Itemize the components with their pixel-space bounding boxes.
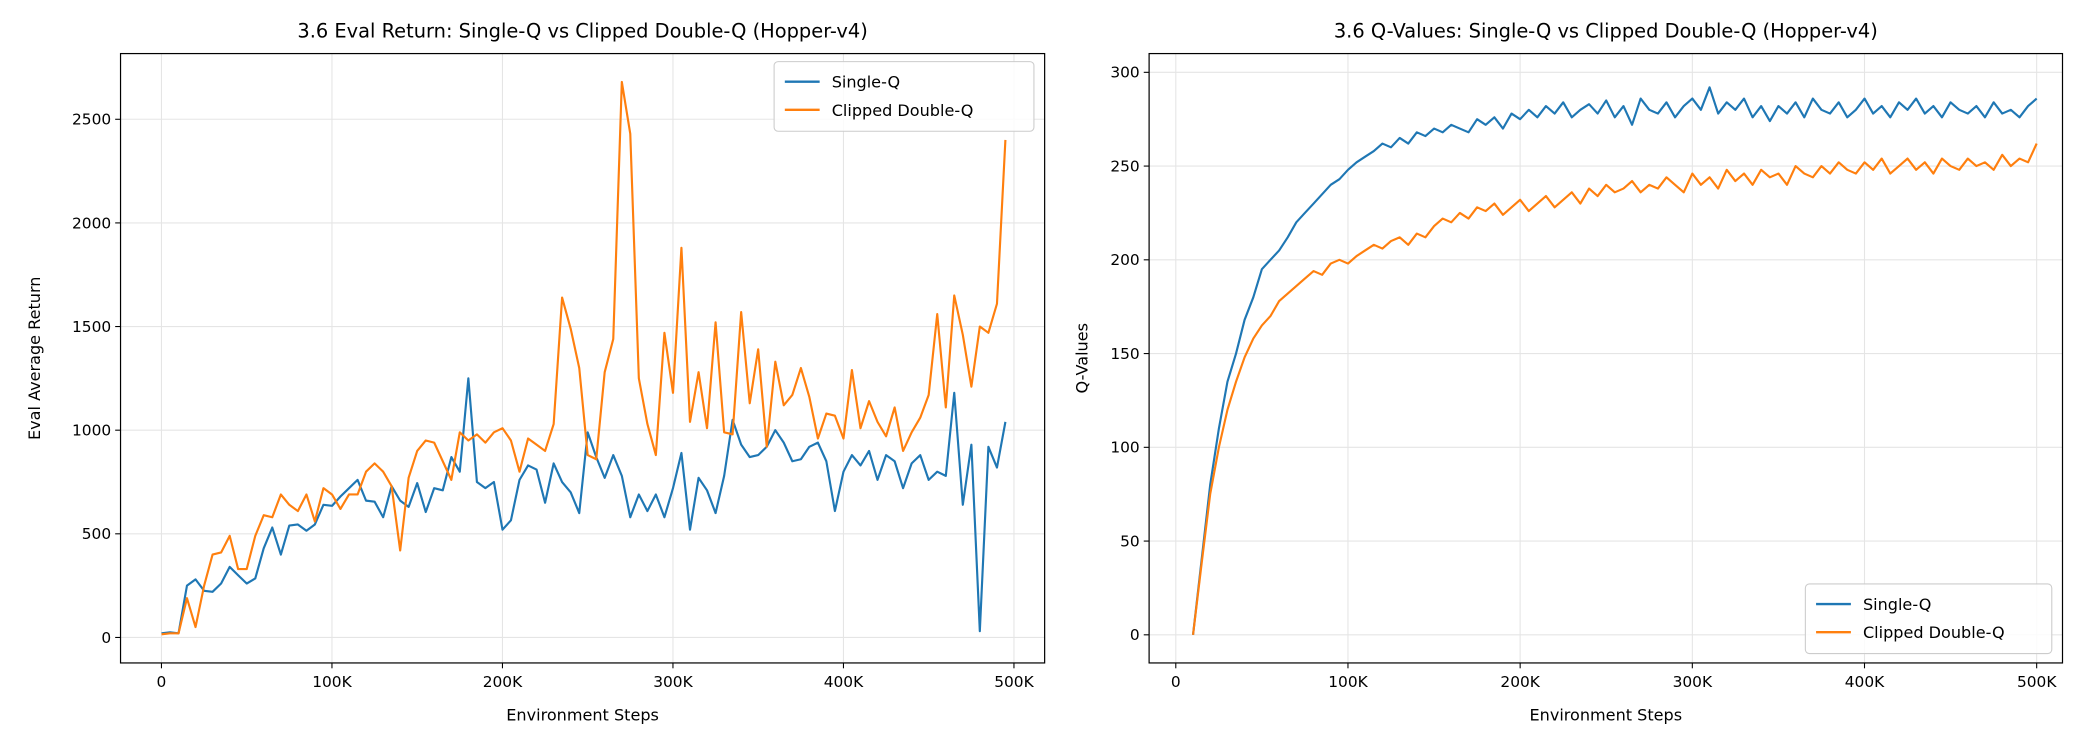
series-line-single-q — [1191, 86, 2038, 635]
x-axis-label: Environment Steps — [1529, 706, 1682, 725]
x-tick-label: 400K — [824, 673, 864, 691]
series-line-clipped-double-q — [161, 80, 1007, 636]
legend: Single-Q Clipped Double-Q — [773, 61, 1035, 132]
x-tick-label: 100K — [312, 673, 352, 691]
y-tick-label: 2500 — [72, 111, 111, 129]
y-axis-label: Q-Values — [1073, 323, 1092, 393]
axes-frame — [1148, 52, 2064, 664]
y-tick-label: 150 — [1110, 345, 1139, 363]
eval-return-chart: 0 100K 200K 300K 400K 500K 0 500 1000 1500 2000 250… — [25, 20, 1046, 725]
y-tick-label: 250 — [1110, 157, 1139, 175]
legend-label: Clipped Double-Q — [1863, 623, 2005, 642]
y-tick-label: 300 — [1110, 64, 1139, 82]
x-tick-label: 200K — [1500, 673, 1540, 691]
q-values-chart: 0 100K 200K 300K 400K 500K 0 50 100 150 200 250 300 3… — [1073, 20, 2064, 725]
legend-box — [1804, 583, 2053, 655]
x-tick-label: 500K — [2017, 673, 2057, 691]
x-tick-label: 0 — [157, 673, 167, 691]
series-line-single-q — [161, 377, 1007, 635]
legend-box — [773, 61, 1035, 132]
y-tick-label: 0 — [1130, 626, 1140, 644]
y-tick-label: 1500 — [72, 318, 111, 336]
y-tick-label: 200 — [1110, 251, 1139, 269]
x-tick-label: 100K — [1328, 673, 1368, 691]
legend-label: Clipped Double-Q — [832, 101, 974, 120]
legend: Single-Q Clipped Double-Q — [1804, 583, 2053, 655]
y-tick-label: 500 — [82, 525, 111, 543]
chart-title: 3.6 Eval Return: Single-Q vs Clipped Dou… — [297, 20, 867, 43]
x-tick-label: 200K — [483, 673, 523, 691]
legend-label: Single-Q — [1863, 595, 1931, 614]
x-tick-label: 300K — [653, 673, 693, 691]
x-tick-label: 400K — [1845, 673, 1885, 691]
y-tick-label: 1000 — [72, 422, 111, 440]
chart-title: 3.6 Q-Values: Single-Q vs Clipped Double… — [1334, 20, 1878, 43]
y-tick-label: 100 — [1110, 439, 1139, 457]
x-axis-label: Environment Steps — [506, 706, 659, 725]
series-line-clipped-double-q — [1191, 143, 2038, 635]
x-tick-label: 500K — [994, 673, 1034, 691]
y-tick-label: 50 — [1120, 532, 1140, 550]
x-tick-label: 0 — [1171, 673, 1181, 691]
axes-frame — [119, 52, 1046, 664]
x-tick-label: 300K — [1673, 673, 1713, 691]
y-tick-label: 2000 — [72, 214, 111, 232]
y-axis-label: Eval Average Return — [25, 277, 44, 440]
legend-label: Single-Q — [832, 73, 900, 92]
y-tick-label: 0 — [101, 629, 111, 647]
